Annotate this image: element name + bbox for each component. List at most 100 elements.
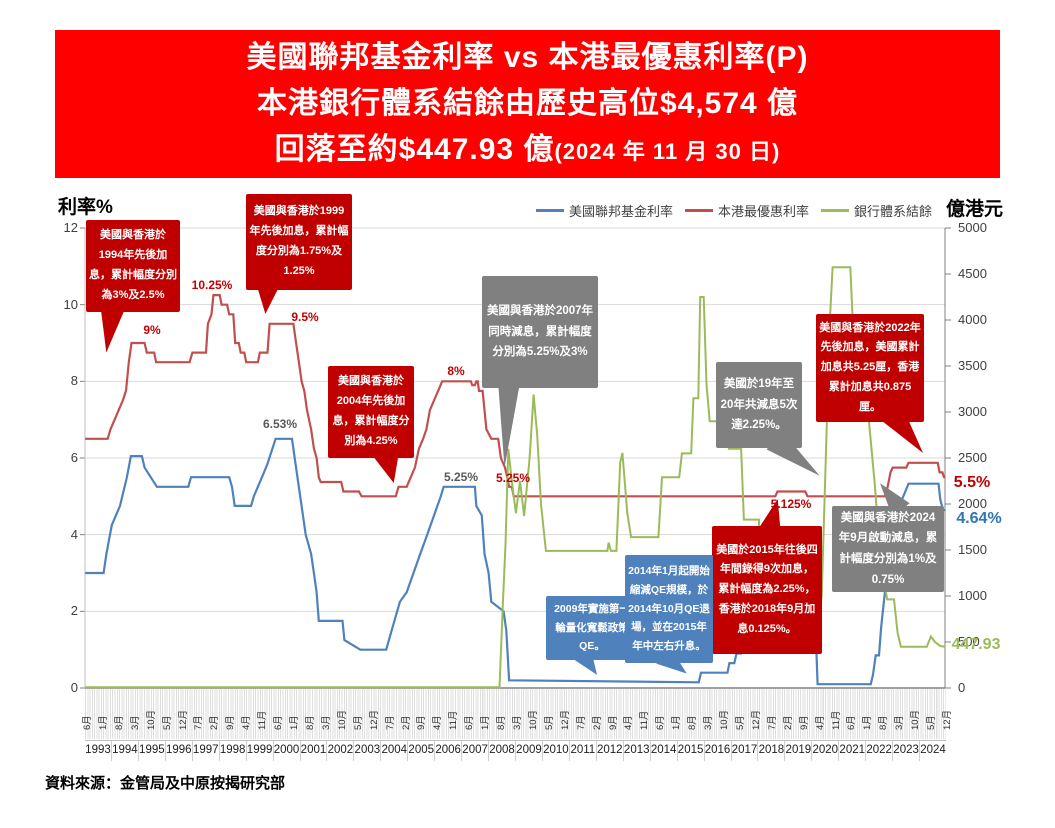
x-month-label: 7月 xyxy=(766,715,778,730)
callout-2019-cut: 美國於19年至20年共減息5次達2.25%。 xyxy=(716,362,802,448)
x-month-label: 9月 xyxy=(798,715,810,730)
x-year-label: 2009 xyxy=(515,741,542,761)
callout-1999-hike-text: 美國與香港於1999年先後加息，累計幅度分別為1.75%及1.25% xyxy=(249,205,349,277)
x-year-label: 2007 xyxy=(461,741,488,761)
x-month-label: 8月 xyxy=(304,715,316,730)
x-month-label: 11月 xyxy=(830,710,842,730)
value-label: 447.93 xyxy=(951,636,1001,653)
right-axis-tick-4000: 4000 xyxy=(958,312,987,327)
x-month-label: 3月 xyxy=(512,715,523,730)
callout-2007-cut-text: 美國與香港於2007年同時減息，累計幅度分別為5.25%及3% xyxy=(486,304,594,359)
x-year-label: 2012 xyxy=(595,741,623,761)
x-year-label: 2018 xyxy=(757,741,784,761)
x-year-label: 2023 xyxy=(892,741,919,761)
callout-1999-hike: 美國與香港於1999年先後加息，累計幅度分別為1.75%及1.25% xyxy=(246,194,352,290)
x-month-label: 3月 xyxy=(129,715,141,730)
x-year-label: 2014 xyxy=(649,741,677,761)
x-month-label: 9月 xyxy=(607,715,619,730)
x-month-label: 12月 xyxy=(368,709,380,730)
callout-1994-hike-text: 美國與香港於1994年先後加息，累計幅度分別為3%及2.5% xyxy=(89,229,177,301)
x-month-label: 2月 xyxy=(209,715,221,730)
x-month-label: 2月 xyxy=(591,715,603,730)
x-year-label: 2021 xyxy=(838,741,865,761)
x-year-label: 2015 xyxy=(676,741,704,761)
right-axis-tick-500: 500 xyxy=(958,634,980,649)
x-year-label: 2013 xyxy=(622,741,650,761)
x-month-label: 5月 xyxy=(734,715,746,730)
x-year-label: 1993 xyxy=(85,744,111,756)
left-axis-tick-12: 12 xyxy=(63,220,78,235)
value-label: 9.5% xyxy=(291,310,319,324)
x-year-label: 2002 xyxy=(326,741,353,761)
x-month-label: 1月 xyxy=(480,715,492,730)
x-axis-month-band xyxy=(85,689,946,739)
series-line-1 xyxy=(85,293,946,498)
x-year-label: 2017 xyxy=(730,741,758,761)
callout-2024-cut-text: 美國與香港於2024年9月啟動減息，累計幅度分別為1%及0.75% xyxy=(838,511,938,586)
value-label: 8% xyxy=(447,364,465,378)
x-year-label: 2004 xyxy=(380,741,407,761)
x-month-label: 12月 xyxy=(177,709,189,730)
x-month-label: 6月 xyxy=(273,715,285,730)
legend-label-fed: 美國聯邦基金利率 xyxy=(569,204,674,219)
x-month-label: 4月 xyxy=(432,715,444,730)
banner-line-3-date: (2024 年 11 月 30 日) xyxy=(554,139,781,164)
x-year-label: 2020 xyxy=(811,741,838,761)
x-year-label: 1998 xyxy=(218,741,246,761)
callout-2014-taper: 2014年1月起開始縮減QE規模，於2014年10月QE退場，並在2015年年中… xyxy=(625,555,713,663)
x-month-label: 4月 xyxy=(241,715,253,730)
legend-label-balance: 銀行體系結餘 xyxy=(854,204,933,219)
x-year-label: 2024 xyxy=(919,741,946,761)
legend-item-balance: 銀行體系結餘 xyxy=(821,201,932,220)
value-label: 10.25% xyxy=(191,278,233,292)
x-month-label: 10月 xyxy=(910,709,922,730)
x-year-label: 1994 xyxy=(110,741,138,761)
x-year-label: 1995 xyxy=(137,741,165,761)
right-axis-tick-1000: 1000 xyxy=(958,588,987,603)
x-month-label: 9月 xyxy=(416,715,428,730)
callout-2015-hike-text: 美國於2015年往後四年間錄得9次加息，累計幅度為2.25%，香港於2018年9… xyxy=(716,543,818,635)
x-month-label: 11月 xyxy=(257,710,269,730)
x-month-label: 3月 xyxy=(703,715,715,730)
callout-2014-taper-text: 2014年1月起開始縮減QE規模，於2014年10月QE退場，並在2015年年中… xyxy=(628,564,710,653)
x-year-label: 1999 xyxy=(245,741,273,761)
callout-2007-cut: 美國與香港於2007年同時減息，累計幅度分別為5.25%及3% xyxy=(482,276,598,388)
x-month-label: 7月 xyxy=(384,715,396,730)
x-year-label: 2005 xyxy=(407,741,434,761)
callout-2009-qe: 2009年實施第一輪量化寬鬆政策QE。 xyxy=(546,596,638,660)
callout-tail xyxy=(493,381,520,469)
callout-2004-hike-text: 美國與香港於2004年先後加息，累計幅度分別為4.25% xyxy=(332,375,410,447)
fed-line-swatch xyxy=(536,209,564,212)
x-month-label: 4月 xyxy=(623,715,635,730)
x-month-label: 12月 xyxy=(559,709,571,730)
legend: 美國聯邦基金利率 本港最優惠利率 銀行體系結餘 xyxy=(536,201,932,220)
banner-line-3: 回落至約$447.93 億(2024 年 11 月 30 日) xyxy=(55,127,1000,175)
x-month-label: 6月 xyxy=(464,715,476,730)
balance-line-swatch xyxy=(821,209,850,212)
callout-2019-cut-text: 美國於19年至20年共減息5次達2.25%。 xyxy=(720,377,798,432)
x-month-label: 10月 xyxy=(145,709,157,730)
callout-2022-hike-text: 美國與香港於2022年先後加息，美國累計加息共5.25厘，香港累計加息共0.87… xyxy=(819,321,921,413)
prime-line-swatch xyxy=(685,209,714,212)
value-label: 6.53% xyxy=(262,417,298,431)
x-year-label: 2011 xyxy=(568,741,596,761)
x-month-label: 5月 xyxy=(352,715,364,730)
right-axis-tick-3500: 3500 xyxy=(958,358,987,373)
x-month-label: 10月 xyxy=(719,709,731,730)
x-month-label: 7月 xyxy=(575,715,587,730)
callout-2015-hike: 美國於2015年往後四年間錄得9次加息，累計幅度為2.25%，香港於2018年9… xyxy=(712,526,822,654)
callout-2024-cut: 美國與香港於2024年9月啟動減息，累計幅度分別為1%及0.75% xyxy=(832,506,944,592)
value-label: 5.125% xyxy=(770,497,812,511)
x-month-label: 6月 xyxy=(846,715,858,730)
callout-1994-hike: 美國與香港於1994年先後加息，累計幅度分別為3%及2.5% xyxy=(86,220,180,312)
value-label: 4.64% xyxy=(956,510,1002,527)
right-axis-tick-2500: 2500 xyxy=(958,450,987,465)
left-axis-tick-10: 10 xyxy=(63,296,78,312)
x-month-label: 12月 xyxy=(750,709,762,730)
series-line-0 xyxy=(85,437,946,686)
x-month-label: 12月 xyxy=(942,709,953,730)
x-month-label: 11月 xyxy=(639,710,651,730)
left-axis-tick-0: 0 xyxy=(70,680,78,695)
x-month-label: 7月 xyxy=(193,715,205,730)
